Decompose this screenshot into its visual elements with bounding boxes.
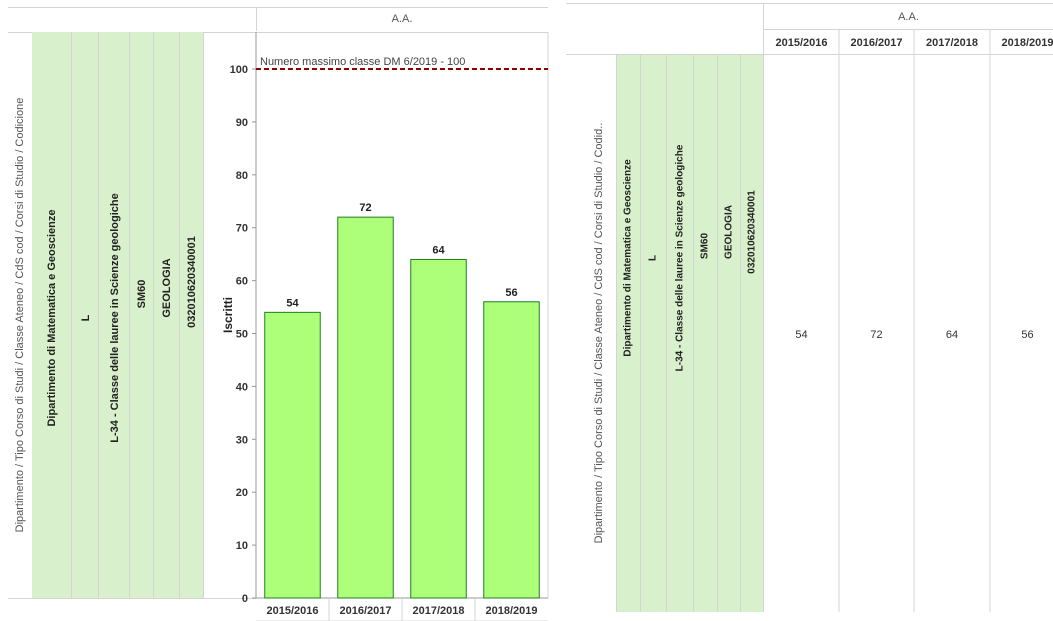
table-cell-value: 72	[870, 329, 882, 341]
table-cell-value: 56	[1021, 329, 1033, 341]
right-column-header: A.A.	[898, 10, 919, 23]
bar	[337, 216, 394, 599]
table-cell-value: 64	[946, 329, 958, 341]
table-column-header: 2015/2016	[776, 37, 828, 49]
left-row-header-cell	[32, 32, 72, 598]
y-tick-label: 100	[230, 64, 248, 76]
y-tick-label: 30	[236, 434, 248, 446]
left-header-divider	[256, 7, 257, 31]
left-header-row-bg	[8, 7, 548, 33]
right-header-mid-line	[764, 29, 1053, 30]
y-tick-label: 80	[236, 170, 248, 182]
y-tick-label: 90	[236, 117, 248, 129]
y-tick-label: 10	[236, 540, 248, 552]
y-tick-label: 20	[236, 487, 248, 499]
reference-line-label: Numero massimo classe DM 6/2019 - 100	[260, 56, 465, 68]
bar-data-label: 72	[359, 202, 371, 214]
right-row-header-cell	[717, 55, 740, 612]
y-tick-label: 70	[236, 223, 248, 235]
table-cell-value: 54	[795, 329, 807, 341]
right-row-header-cell	[693, 55, 717, 612]
y-tick-label: 60	[236, 276, 248, 288]
left-row-header-cell	[130, 32, 154, 598]
bar	[410, 258, 467, 599]
x-tick-label: 2017/2018	[413, 605, 465, 617]
bar	[483, 301, 540, 599]
bar	[264, 311, 321, 599]
left-row-header-cell	[180, 32, 204, 598]
left-bottom-border	[8, 598, 256, 599]
bar-data-label: 64	[432, 244, 445, 256]
left-row-header-cell	[154, 32, 180, 598]
table-column-header: 2017/2018	[926, 37, 978, 49]
y-tick-label: 40	[236, 381, 248, 393]
y-tick-label: 0	[242, 593, 248, 605]
table-column-header: 2018/2019	[1002, 37, 1053, 49]
right-row-header-cell	[616, 55, 640, 612]
right-header-row-top	[566, 3, 1053, 4]
y-tick-label: 50	[236, 329, 248, 341]
x-tick-label: 2018/2019	[486, 605, 538, 617]
left-row-header-cell	[99, 32, 130, 598]
left-row-header-cell	[72, 32, 99, 598]
x-tick-label: 2016/2017	[340, 605, 392, 617]
bar-data-label: 54	[286, 297, 299, 309]
left-column-header: A.A.	[391, 13, 413, 25]
y-axis-label: Iscritti	[221, 297, 235, 333]
right-row-header-cell	[666, 55, 693, 612]
right-row-header-cell	[740, 55, 763, 612]
right-header-divider	[763, 3, 764, 612]
right-row-header-cell	[640, 55, 666, 612]
right-header-bottom-line	[566, 54, 1053, 55]
table-column-header: 2016/2017	[851, 37, 903, 49]
bar-data-label: 56	[505, 287, 517, 299]
x-tick-label: 2015/2016	[267, 605, 319, 617]
